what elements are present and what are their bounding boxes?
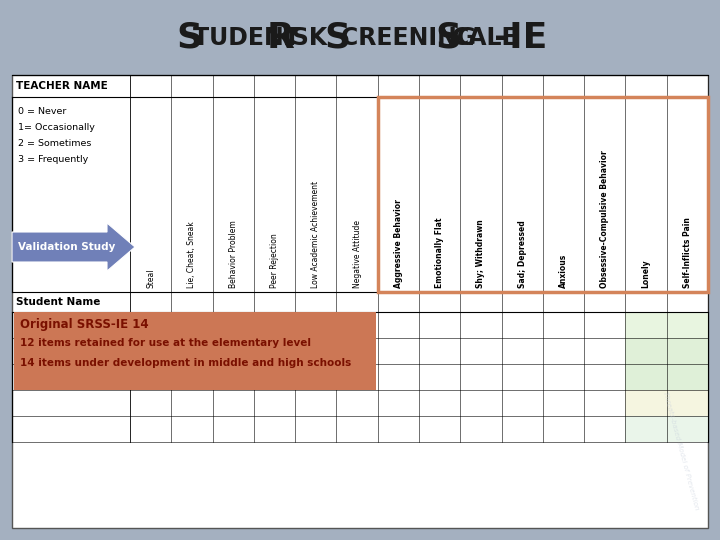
Text: Aggressive Behavior: Aggressive Behavior (394, 199, 403, 288)
Bar (14, 312, 376, 390)
Text: S: S (325, 21, 351, 55)
Text: 2 = Sometimes: 2 = Sometimes (18, 139, 91, 148)
Text: Self-Inflicts Pain: Self-Inflicts Pain (683, 217, 692, 288)
Text: Obsessive-Compulsive Behavior: Obsessive-Compulsive Behavior (600, 150, 609, 288)
Bar (667, 312, 708, 338)
Text: Peer Rejection: Peer Rejection (270, 233, 279, 288)
Bar (667, 390, 708, 416)
Text: TUDENT: TUDENT (193, 26, 308, 50)
FancyArrow shape (12, 223, 135, 271)
Text: 1= Occasionally: 1= Occasionally (18, 123, 95, 132)
Text: Threats-based Model of Prevention: Threats-based Model of Prevention (662, 390, 700, 510)
Text: Negative Attitude: Negative Attitude (353, 220, 361, 288)
Text: rate each item  each: rate each item each (18, 247, 109, 256)
Text: Anxious: Anxious (559, 254, 568, 288)
Bar (626, 390, 667, 416)
Bar (626, 312, 667, 338)
Text: CALE: CALE (452, 26, 519, 50)
Bar (626, 364, 667, 390)
Text: 0 = Never: 0 = Never (18, 107, 66, 116)
Bar (378, 97, 708, 292)
Text: Behavior Problem: Behavior Problem (229, 220, 238, 288)
Text: Lonely: Lonely (642, 259, 651, 288)
Bar (12, 75, 708, 528)
Bar (667, 416, 708, 442)
Text: R: R (266, 21, 294, 55)
Text: Use the above scale to: Use the above scale to (18, 234, 118, 243)
Bar (626, 416, 667, 442)
Text: 12 items retained for use at the elementary level: 12 items retained for use at the element… (20, 338, 311, 348)
Text: Student Name: Student Name (16, 297, 100, 307)
Text: 3 = Frequently: 3 = Frequently (18, 155, 89, 164)
Text: Lie, Cheat, Sneak: Lie, Cheat, Sneak (187, 221, 197, 288)
Bar (626, 338, 667, 364)
Text: Shy; Withdrawn: Shy; Withdrawn (477, 219, 485, 288)
Text: Low Academic Achievement: Low Academic Achievement (311, 181, 320, 288)
Text: Emotionally Flat: Emotionally Flat (435, 218, 444, 288)
Bar (667, 338, 708, 364)
Text: 14 items under development in middle and high schools: 14 items under development in middle and… (20, 358, 351, 368)
Text: CREENING: CREENING (341, 26, 485, 50)
Text: Validation Study: Validation Study (18, 242, 115, 252)
Text: S: S (436, 21, 462, 55)
Text: ISK: ISK (283, 26, 336, 50)
Bar (667, 364, 708, 390)
Text: Steal: Steal (146, 268, 155, 288)
Text: -IE: -IE (494, 21, 548, 55)
Text: TEACHER NAME: TEACHER NAME (16, 81, 108, 91)
Text: Original SRSS-IE 14: Original SRSS-IE 14 (20, 318, 148, 331)
Text: S: S (176, 21, 202, 55)
Text: Sad; Depressed: Sad; Depressed (518, 220, 527, 288)
